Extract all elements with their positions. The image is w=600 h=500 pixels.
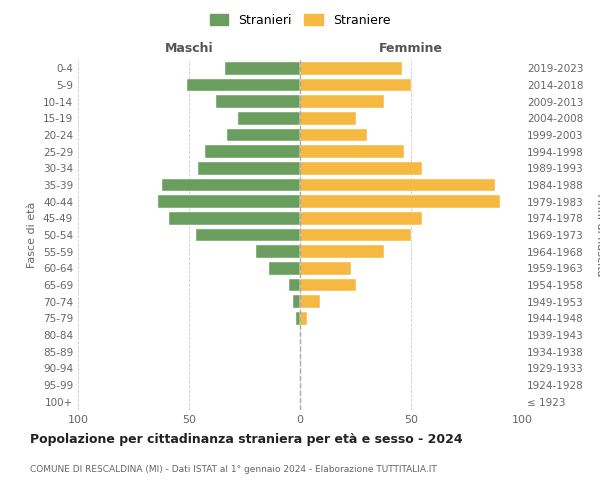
Bar — [300, 229, 411, 241]
Bar — [256, 246, 300, 258]
Bar — [300, 79, 411, 92]
Text: Maschi: Maschi — [164, 42, 214, 55]
Bar — [169, 212, 300, 224]
Bar — [300, 212, 422, 224]
Bar — [158, 196, 300, 208]
Bar — [300, 179, 496, 192]
Bar — [293, 296, 300, 308]
Bar — [300, 262, 351, 274]
Bar — [163, 179, 300, 192]
Bar — [187, 79, 300, 92]
Bar — [300, 129, 367, 141]
Bar — [300, 296, 320, 308]
Bar — [196, 229, 300, 241]
Bar — [198, 162, 300, 174]
Text: Femmine: Femmine — [379, 42, 443, 55]
Bar — [224, 62, 300, 74]
Bar — [205, 146, 300, 158]
Bar — [300, 96, 385, 108]
Text: COMUNE DI RESCALDINA (MI) - Dati ISTAT al 1° gennaio 2024 - Elaborazione TUTTITA: COMUNE DI RESCALDINA (MI) - Dati ISTAT a… — [30, 466, 437, 474]
Bar — [300, 312, 307, 324]
Bar — [300, 112, 356, 124]
Text: Popolazione per cittadinanza straniera per età e sesso - 2024: Popolazione per cittadinanza straniera p… — [30, 432, 463, 446]
Bar — [300, 279, 356, 291]
Y-axis label: Anni di nascita: Anni di nascita — [595, 194, 600, 276]
Bar — [300, 162, 422, 174]
Legend: Stranieri, Straniere: Stranieri, Straniere — [205, 8, 395, 32]
Bar — [289, 279, 300, 291]
Y-axis label: Fasce di età: Fasce di età — [28, 202, 37, 268]
Bar — [300, 246, 385, 258]
Bar — [238, 112, 300, 124]
Bar — [269, 262, 300, 274]
Bar — [300, 196, 500, 208]
Bar — [300, 62, 402, 74]
Bar — [300, 146, 404, 158]
Bar — [296, 312, 300, 324]
Bar — [227, 129, 300, 141]
Bar — [215, 96, 300, 108]
